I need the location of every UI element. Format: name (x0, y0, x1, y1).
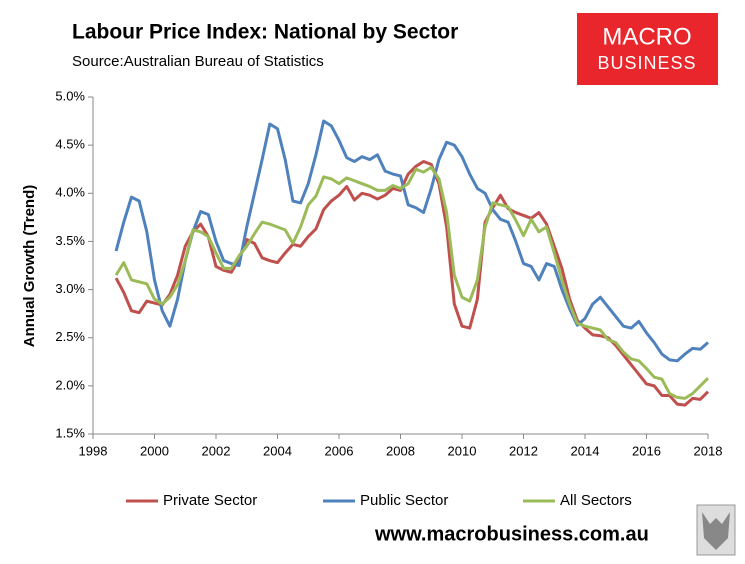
series-line (114, 165, 710, 400)
y-tick-label: 3.0% (55, 281, 85, 296)
logo-text: BUSINESS (597, 53, 696, 73)
chart-subtitle: Source:Australian Bureau of Statistics (72, 53, 324, 70)
x-tick-label: 1998 (79, 443, 108, 458)
chart-title: Labour Price Index: National by Sector (72, 21, 458, 44)
x-tick-label: 2018 (694, 443, 723, 458)
x-tick-label: 2000 (140, 443, 169, 458)
footer: www.macrobusiness.com.au (374, 523, 649, 545)
y-axis-label: Annual Growth (Trend) (21, 185, 38, 348)
x-tick-label: 2014 (571, 443, 600, 458)
x-tick-label: 2012 (509, 443, 538, 458)
legend-label: All Sectors (560, 492, 632, 509)
logo-box (577, 13, 718, 85)
y-tick-label: 1.5% (55, 425, 85, 440)
legend-label: Public Sector (360, 492, 448, 509)
series-line (114, 160, 710, 407)
x-tick-label: 2004 (263, 443, 292, 458)
x-tick-label: 2010 (448, 443, 477, 458)
x-tick-label: 2016 (632, 443, 661, 458)
wolf-icon (702, 512, 730, 550)
x-tick-label: 2006 (325, 443, 354, 458)
y-tick-label: 4.0% (55, 185, 85, 200)
y-tick-label: 4.5% (55, 137, 85, 152)
logo-text: MACRO (602, 23, 691, 50)
series-line (114, 119, 709, 363)
y-tick-label: 3.5% (55, 233, 85, 248)
legend-label: Private Sector (163, 492, 257, 509)
y-tick-label: 5.0% (55, 88, 85, 103)
y-tick-label: 2.5% (55, 329, 85, 344)
y-tick-label: 2.0% (55, 377, 85, 392)
x-tick-label: 2002 (202, 443, 231, 458)
x-tick-label: 2008 (386, 443, 415, 458)
